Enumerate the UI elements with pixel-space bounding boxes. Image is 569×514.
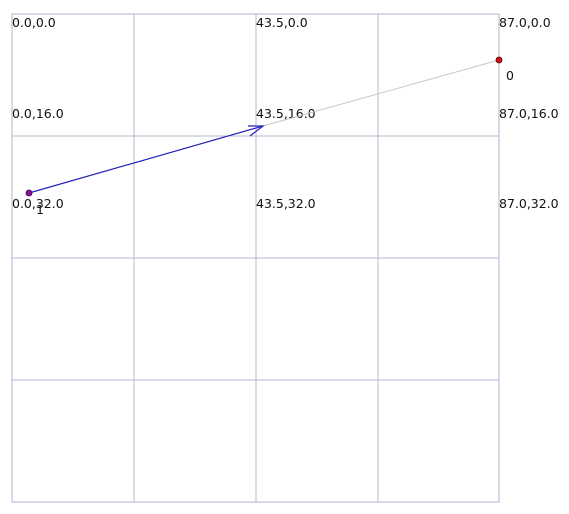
coord-label-0-16: 0.0,16.0	[12, 106, 64, 121]
points-layer: 0 1	[25, 56, 514, 217]
coord-label-43-16: 43.5,16.0	[256, 106, 316, 121]
coord-label-43-0: 43.5,0.0	[256, 15, 308, 30]
coord-label-87-16: 87.0,16.0	[499, 106, 559, 121]
grid	[11, 13, 500, 503]
arrow-head	[248, 125, 265, 137]
arrow-shaft	[28, 125, 264, 194]
path-layer	[28, 59, 500, 194]
coord-label-43-32: 43.5,32.0	[256, 196, 316, 211]
coordinate-labels: 0.0,0.0 43.5,0.0 87.0,0.0 0.0,16.0 43.5,…	[12, 15, 559, 211]
point-1-label: 1	[36, 202, 44, 217]
point-0-label: 0	[506, 68, 514, 83]
coord-label-87-0: 87.0,0.0	[499, 15, 551, 30]
coord-label-87-32: 87.0,32.0	[499, 196, 559, 211]
point-1-marker	[25, 189, 33, 197]
point-0-marker	[495, 56, 503, 64]
coord-label-0-0: 0.0,0.0	[12, 15, 56, 30]
path-segment	[262, 59, 500, 127]
coord-label-0-32: 0.0,32.0	[12, 196, 64, 211]
